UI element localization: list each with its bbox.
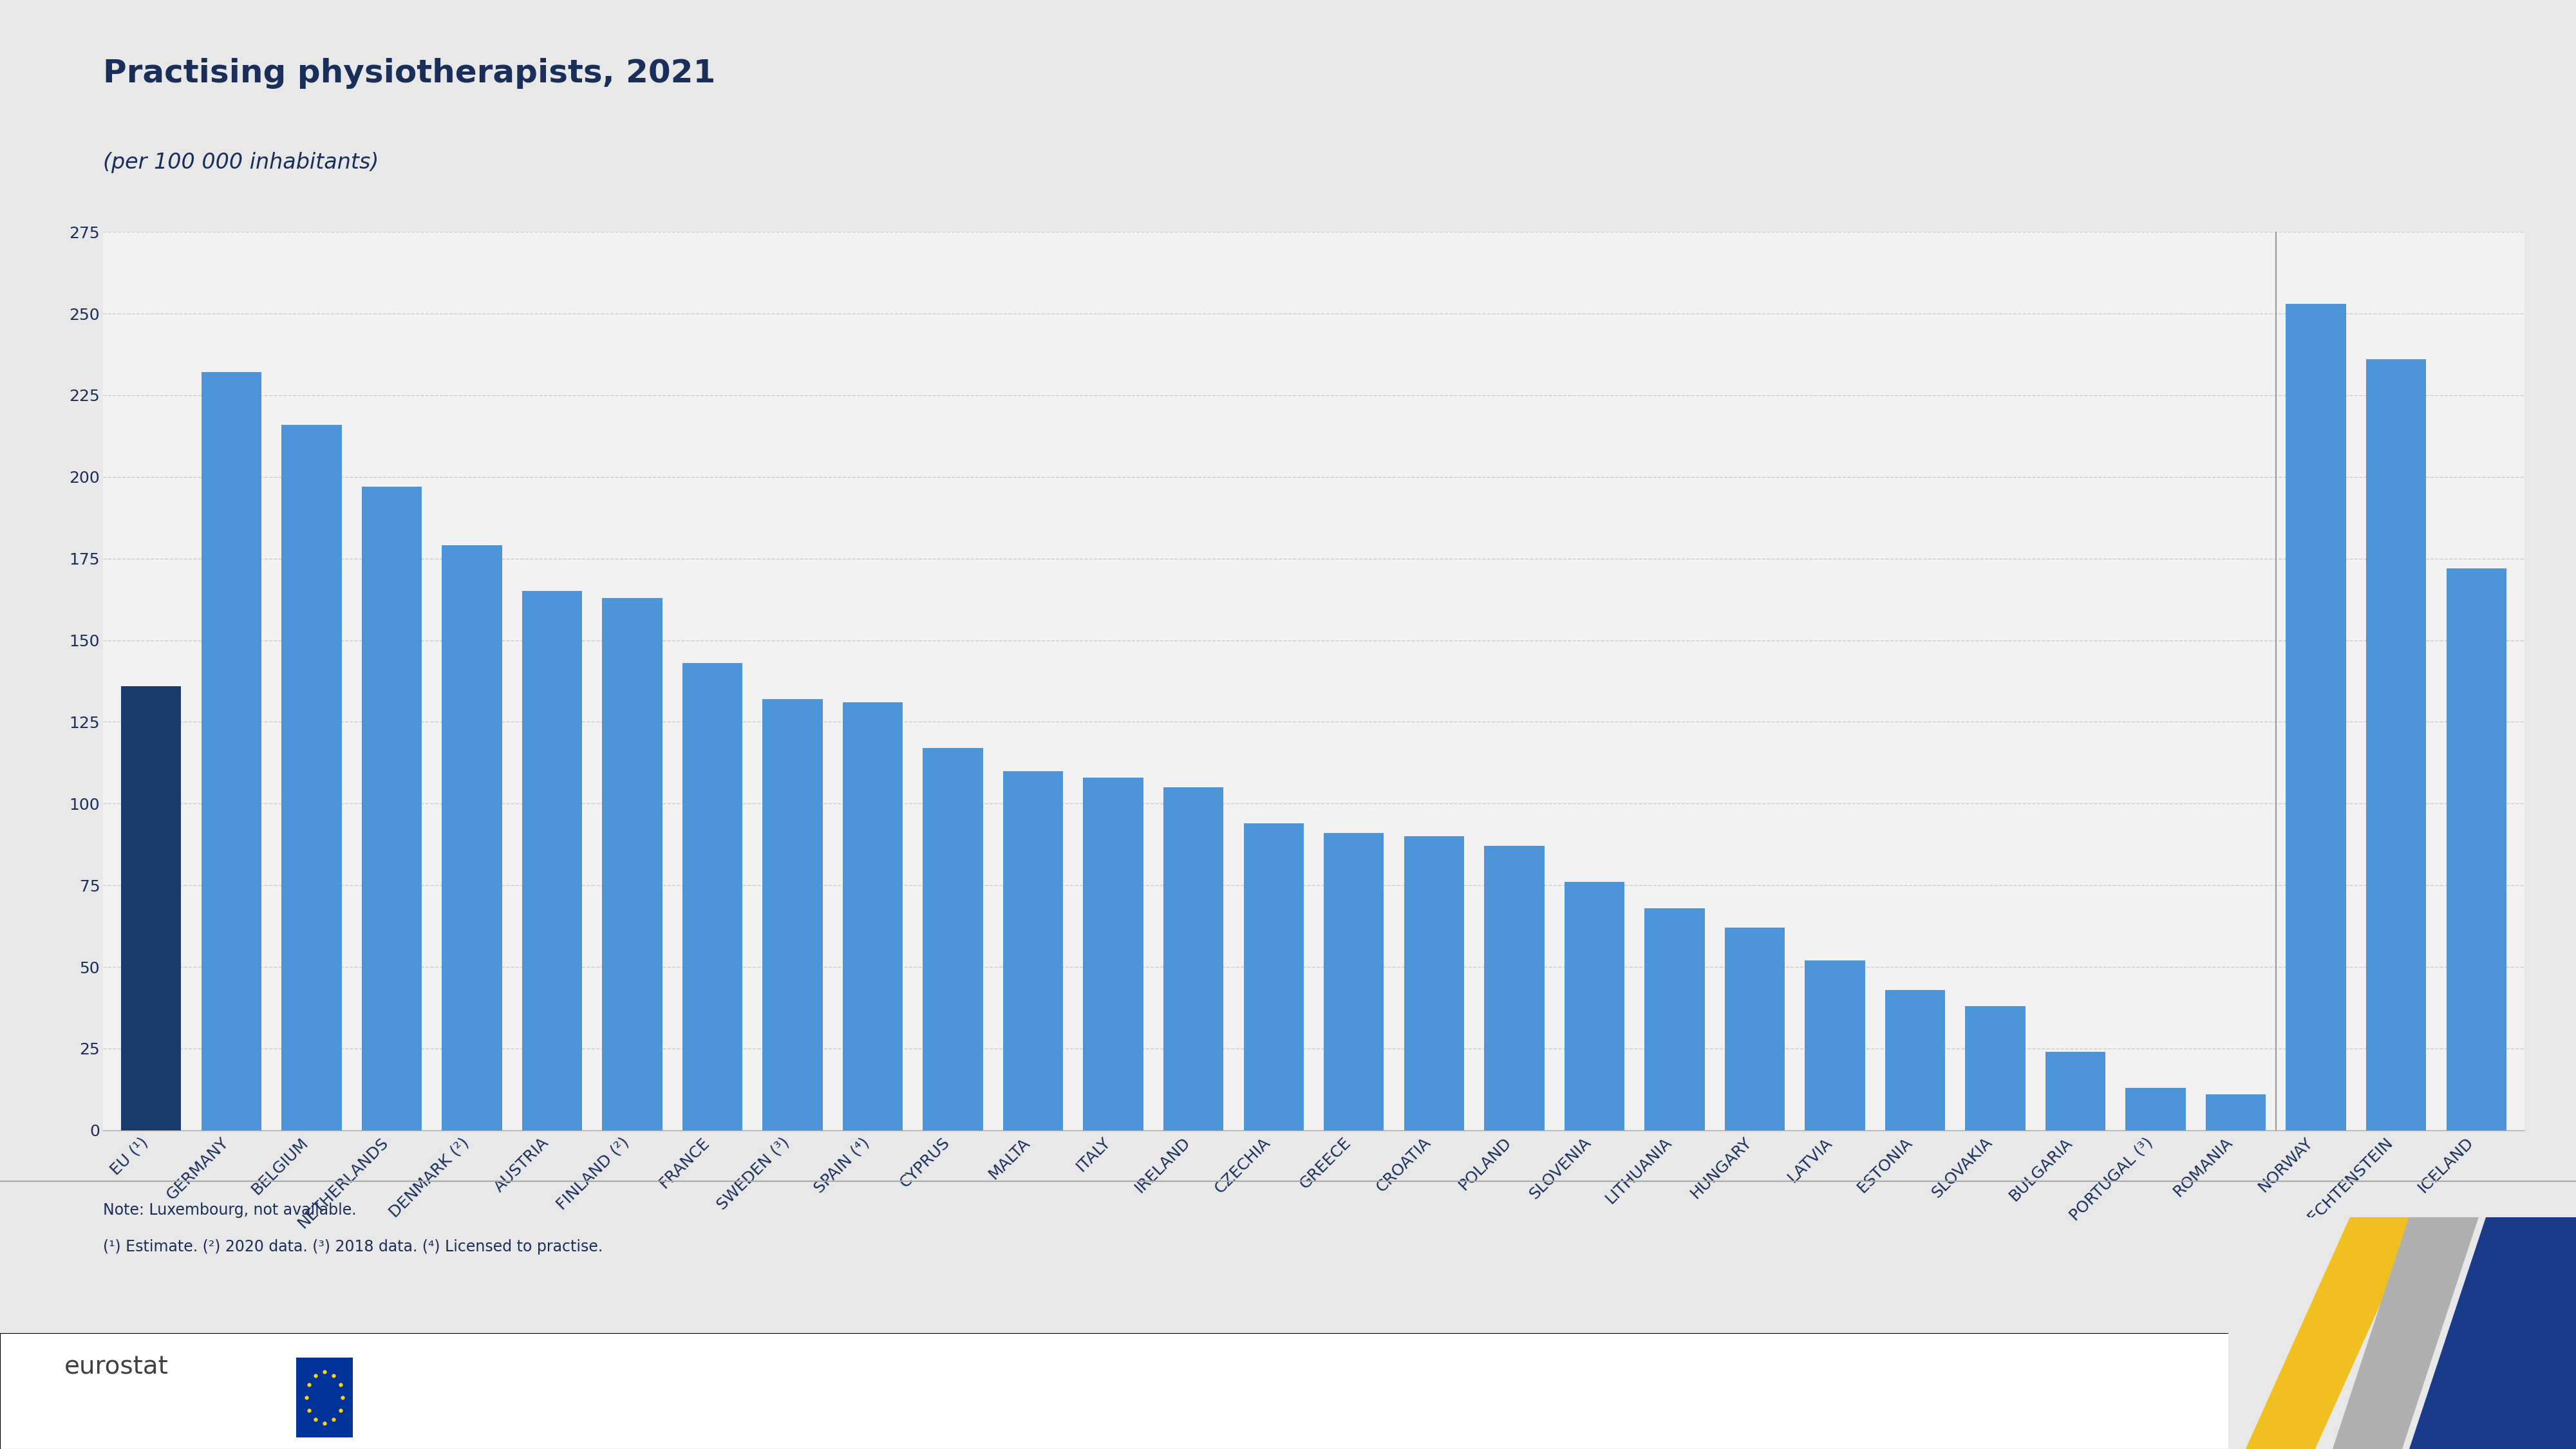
Bar [121, 685, 180, 1130]
Text: eurostat: eurostat [64, 1355, 167, 1379]
Bar [922, 748, 984, 1130]
Bar [1324, 833, 1383, 1130]
Polygon shape [2334, 1217, 2478, 1449]
Bar [2285, 304, 2347, 1130]
Bar [1965, 1006, 2025, 1130]
Bar [361, 487, 422, 1130]
Text: (¹) Estimate. (²) 2020 data. (³) 2018 data. (⁴) Licensed to practise.: (¹) Estimate. (²) 2020 data. (³) 2018 da… [103, 1239, 603, 1255]
Bar [1084, 778, 1144, 1130]
Bar [1484, 846, 1543, 1130]
Bar [523, 591, 582, 1130]
Bar [281, 425, 343, 1130]
Bar [1806, 961, 1865, 1130]
Bar [1886, 990, 1945, 1130]
Bar [1404, 836, 1463, 1130]
Bar [1564, 882, 1625, 1130]
Polygon shape [2246, 1217, 2419, 1449]
Bar [2125, 1088, 2184, 1130]
Text: Practising physiotherapists, 2021: Practising physiotherapists, 2021 [103, 58, 716, 88]
Bar [1726, 927, 1785, 1130]
Bar [762, 698, 822, 1130]
Bar [842, 703, 902, 1130]
Bar [1164, 787, 1224, 1130]
Bar [683, 664, 742, 1130]
Bar [201, 372, 260, 1130]
Bar [2447, 568, 2506, 1130]
Bar [2045, 1052, 2105, 1130]
Polygon shape [2409, 1217, 2576, 1449]
Bar [1643, 909, 1705, 1130]
Bar [1002, 771, 1064, 1130]
Bar [2205, 1094, 2267, 1130]
Text: (per 100 000 inhabitants): (per 100 000 inhabitants) [103, 152, 379, 174]
Bar [2367, 359, 2427, 1130]
Bar [443, 545, 502, 1130]
Bar [603, 598, 662, 1130]
Text: Note: Luxembourg, not available.: Note: Luxembourg, not available. [103, 1203, 355, 1219]
Bar [1244, 823, 1303, 1130]
